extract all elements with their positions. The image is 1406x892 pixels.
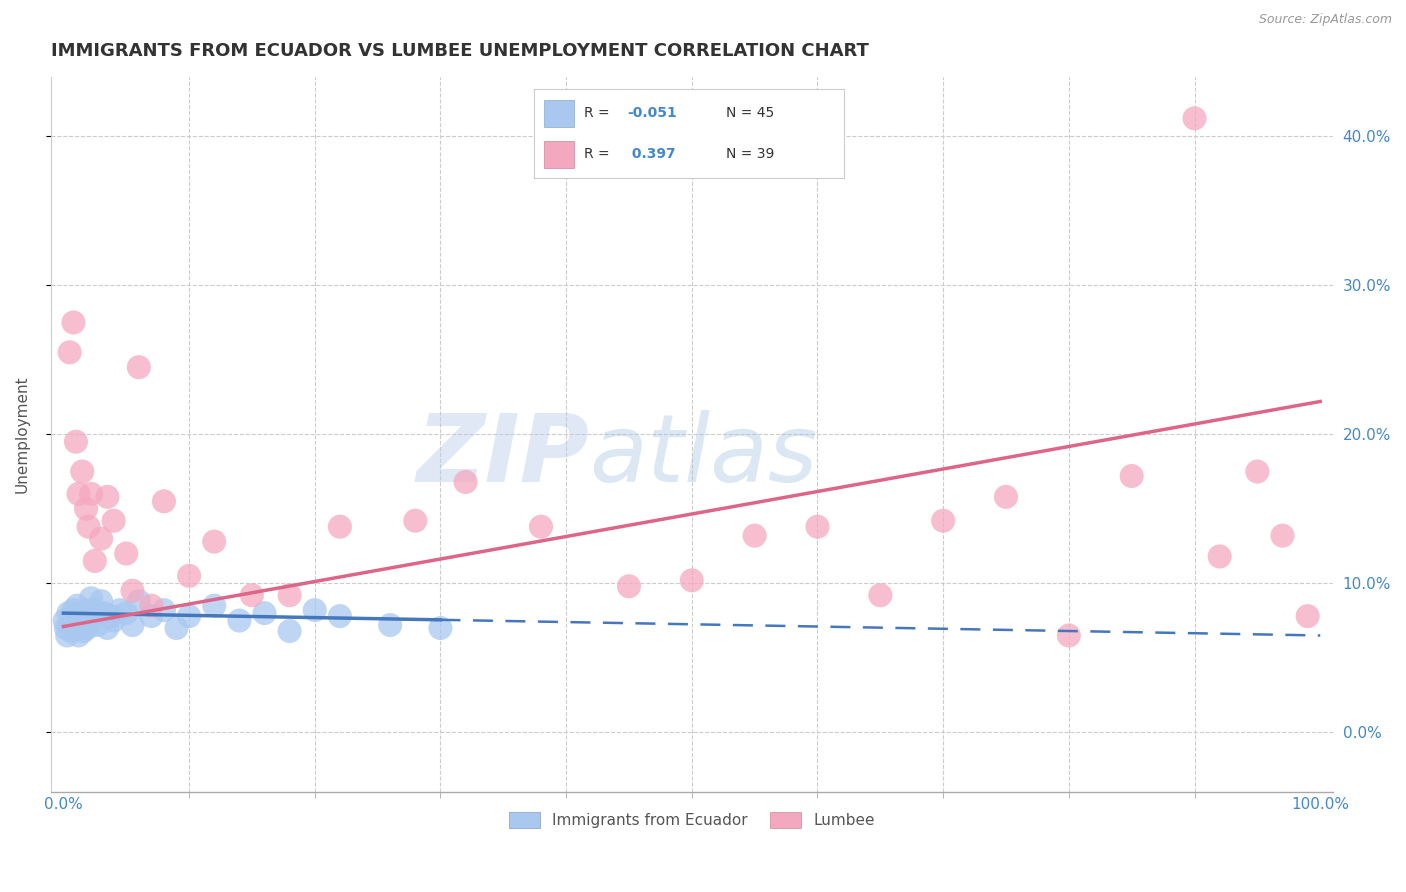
Point [65,434,87,449]
Point [869,588,891,602]
Point [59,618,82,632]
Point [72,606,94,620]
Point [83,554,105,568]
Point [1296,609,1319,624]
Point [59,345,82,359]
Point [995,490,1018,504]
Point [83,603,105,617]
Point [1057,628,1080,642]
Point [128,594,150,608]
Point [100,609,122,624]
Point [80,591,103,606]
Point [304,603,326,617]
Point [329,519,352,533]
Point [177,609,200,624]
Text: R =: R = [583,106,614,120]
Y-axis label: Unemployment: Unemployment [15,376,30,493]
Point [70,609,93,624]
Point [177,569,200,583]
Point [73,615,96,629]
Point [278,588,301,602]
FancyBboxPatch shape [544,100,575,127]
Point [56,628,79,642]
Point [90,594,112,608]
Point [72,624,94,638]
FancyBboxPatch shape [544,141,575,168]
Text: -0.051: -0.051 [627,106,676,120]
Point [454,475,477,489]
Text: R =: R = [583,147,614,161]
Point [404,514,426,528]
Point [115,606,138,620]
Point [63,621,86,635]
Point [66,599,89,613]
Point [58,606,80,620]
Point [53,614,76,628]
Point [1121,469,1143,483]
Text: N = 45: N = 45 [725,106,775,120]
Point [65,612,87,626]
Point [72,465,94,479]
Text: atlas: atlas [589,410,817,501]
Point [121,583,143,598]
Point [93,606,115,620]
Point [380,618,402,632]
Point [59,624,82,638]
Point [240,588,263,602]
Legend: Immigrants from Ecuador, Lumbee: Immigrants from Ecuador, Lumbee [503,806,880,834]
Point [121,618,143,632]
Point [62,316,84,330]
Point [55,621,77,635]
Point [153,494,176,508]
Point [153,603,176,617]
Text: ZIP: ZIP [416,409,589,501]
Point [329,609,352,624]
Point [806,519,828,533]
Point [90,532,112,546]
Point [86,618,108,632]
Point [83,609,105,624]
Point [128,360,150,375]
Text: N = 39: N = 39 [725,147,775,161]
Point [429,621,451,635]
Point [67,628,90,642]
Point [1184,112,1206,126]
Point [69,618,91,632]
Point [202,599,225,613]
Point [932,514,955,528]
Point [202,534,225,549]
Point [253,606,276,620]
Point [76,621,98,635]
Point [60,609,83,624]
Point [141,609,163,624]
Point [62,603,84,617]
Point [103,614,125,628]
Point [530,519,553,533]
Point [228,614,250,628]
Point [96,490,118,504]
Point [166,621,188,635]
Point [744,528,766,542]
Point [1246,465,1268,479]
Text: Source: ZipAtlas.com: Source: ZipAtlas.com [1258,13,1392,27]
Point [77,519,100,533]
Point [278,624,301,638]
Text: 0.397: 0.397 [627,147,676,161]
Point [1208,549,1230,564]
Point [1271,528,1294,542]
Point [115,547,138,561]
Point [67,487,90,501]
Point [141,599,163,613]
Text: IMMIGRANTS FROM ECUADOR VS LUMBEE UNEMPLOYMENT CORRELATION CHART: IMMIGRANTS FROM ECUADOR VS LUMBEE UNEMPL… [51,42,869,60]
Point [681,574,703,588]
Point [108,603,131,617]
Point [77,612,100,626]
Point [75,501,97,516]
Point [80,487,103,501]
Point [75,603,97,617]
Point [617,579,640,593]
Point [96,621,118,635]
Point [103,514,125,528]
